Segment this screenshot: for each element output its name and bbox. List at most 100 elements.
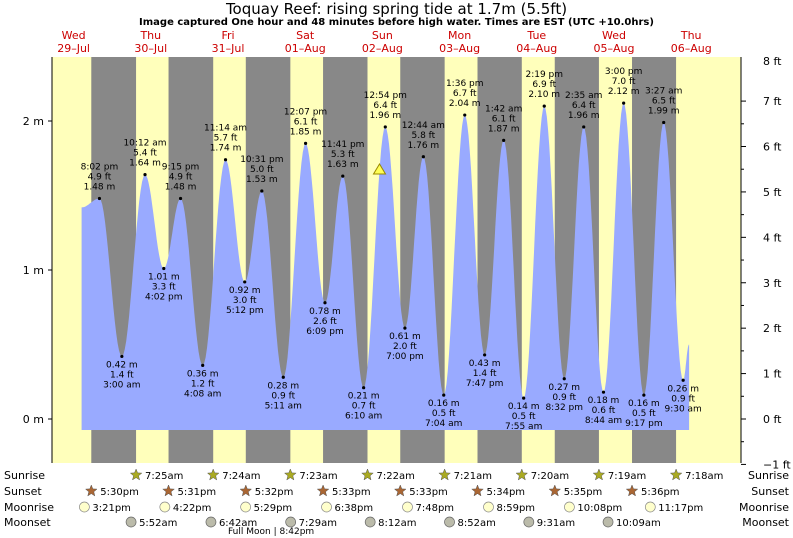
right-tick-label: 1 ft	[763, 368, 782, 381]
sunset-time: 5:32pm	[255, 487, 294, 498]
high-tide-dot	[341, 174, 345, 178]
row-label-left: Sunset	[4, 485, 42, 498]
sunrise-time: 7:22am	[376, 471, 414, 482]
sunrise-time: 7:24am	[222, 471, 260, 482]
left-tick-label: 0 m	[23, 413, 44, 426]
sunrise-time: 7:20am	[531, 471, 569, 482]
high-tide-label: 6.7 ft	[453, 89, 477, 99]
low-tide-label: 0.26 m	[667, 384, 699, 394]
low-tide-dot	[681, 378, 685, 382]
high-tide-label: 2.12 m	[608, 87, 640, 97]
high-tide-label: 10:12 am	[123, 139, 166, 149]
high-tide-label: 1.64 m	[129, 159, 161, 169]
sunset-icon	[84, 484, 98, 497]
moonset-icon	[285, 516, 297, 528]
high-tide-label: 6.4 ft	[572, 101, 596, 111]
chart-subtitle: Image captured One hour and 48 minutes b…	[139, 17, 654, 28]
high-tide-label: 1.63 m	[327, 160, 359, 170]
high-tide-label: 2.10 m	[528, 90, 560, 100]
moonrise-icon	[402, 501, 413, 513]
sunset-time: 5:33pm	[332, 487, 371, 498]
low-tide-label: 0.5 ft	[632, 409, 656, 419]
row-label-right: Sunrise	[748, 469, 789, 482]
sunrise-time: 7:25am	[145, 471, 183, 482]
astro-table: Sunrise Sunrise Sunset Sunset Moonrise Moonri…	[4, 468, 790, 537]
sunset-icon	[316, 484, 330, 497]
low-tide-label: 2.6 ft	[313, 317, 337, 327]
moonset-time: 7:29am	[299, 518, 337, 529]
tide-water-area	[81, 103, 690, 430]
low-tide-label: 1.2 ft	[191, 379, 215, 389]
moonrise-time: 5:29pm	[254, 503, 293, 514]
current-time-marker	[372, 163, 387, 175]
right-tick-label: −1 ft	[763, 458, 791, 471]
high-tide-label: 5.4 ft	[133, 149, 157, 159]
low-tide-dot	[362, 386, 366, 390]
moonset-icon	[125, 516, 137, 528]
low-tide-label: 9:30 am	[664, 404, 701, 414]
sunrise-time: 7:18am	[685, 471, 723, 482]
high-tide-label: 1.96 m	[568, 111, 600, 121]
high-tide-label: 5.7 ft	[214, 134, 238, 144]
low-tide-dot	[162, 266, 166, 271]
sunset-time: 5:31pm	[178, 487, 217, 498]
low-tide-dot	[201, 363, 205, 367]
high-tide-label: 7.0 ft	[612, 77, 636, 87]
sunset-icon	[162, 484, 175, 497]
day-name-label: Thu	[139, 29, 161, 42]
low-tide-label: 4:08 am	[184, 389, 221, 399]
moonset-time: 8:52am	[458, 518, 496, 529]
day-date-label: 05–Aug	[594, 42, 635, 55]
high-tide-label: 3:27 am	[645, 86, 682, 96]
high-tide-dot	[542, 104, 546, 108]
day-name-label: Wed	[602, 29, 626, 42]
day-name-label: Sun	[372, 29, 393, 42]
high-tide-label: 2:19 pm	[525, 70, 563, 80]
low-tide-label: 7:00 pm	[386, 352, 424, 362]
low-tide-label: 0.5 ft	[432, 409, 456, 419]
sunrise-icon	[361, 468, 374, 481]
low-tide-label: 0.18 m	[588, 396, 620, 406]
low-tide-label: 0.16 m	[428, 399, 460, 409]
moonset-time: 8:12am	[378, 518, 416, 529]
low-tide-dot	[403, 326, 407, 330]
low-tide-label: 0.14 m	[508, 402, 540, 412]
low-tide-label: 0.78 m	[309, 307, 341, 317]
low-tide-dot	[243, 280, 247, 284]
right-tick-label: 8 ft	[763, 55, 782, 68]
low-tide-label: 7:55 am	[505, 422, 542, 432]
moonrise-time: 10:08pm	[577, 503, 622, 514]
high-tide-label: 1.85 m	[290, 127, 322, 137]
chart-axes: 0 m 1 m 2 m −1 ft 0 ft 1 ft 2 ft 3 ft 4 ft 5 ft 6 …	[23, 55, 792, 471]
low-tide-label: 7:04 am	[425, 419, 462, 429]
high-tide-dot	[582, 125, 586, 129]
high-tide-label: 8:02 pm	[81, 162, 119, 172]
low-tide-dot	[281, 375, 285, 379]
low-tide-label: 0.9 ft	[671, 394, 695, 404]
moonrise-time: 7:48pm	[415, 503, 454, 514]
high-tide-dot	[502, 138, 506, 142]
high-tide-dot	[143, 173, 147, 177]
high-tide-label: 1.96 m	[369, 111, 401, 121]
high-tide-label: 12:07 pm	[284, 107, 327, 117]
sunrise-icon	[669, 468, 683, 481]
sunset-icon	[393, 484, 407, 497]
sunset-icon	[548, 484, 562, 497]
moonset-icon	[602, 516, 614, 528]
high-tide-label: 6.9 ft	[532, 80, 556, 90]
day-date-label: 31–Jul	[212, 42, 245, 55]
high-tide-label: 2.04 m	[449, 99, 481, 109]
row-label-left: Moonset	[4, 516, 51, 529]
sunrise-icon	[592, 468, 606, 481]
low-tide-label: 0.61 m	[389, 332, 421, 342]
low-tide-label: 0.42 m	[106, 360, 138, 370]
sunrise-icon	[129, 468, 143, 481]
low-tide-label: 0.6 ft	[592, 406, 616, 416]
low-tide-label: 0.16 m	[628, 399, 660, 409]
sunrise-icon	[438, 468, 451, 481]
high-tide-label: 5.3 ft	[331, 150, 355, 160]
high-tide-label: 10:31 pm	[240, 155, 283, 165]
low-tide-label: 0.36 m	[187, 369, 219, 379]
day-date-label: 04–Aug	[516, 42, 557, 55]
high-tide-dot	[662, 120, 666, 125]
